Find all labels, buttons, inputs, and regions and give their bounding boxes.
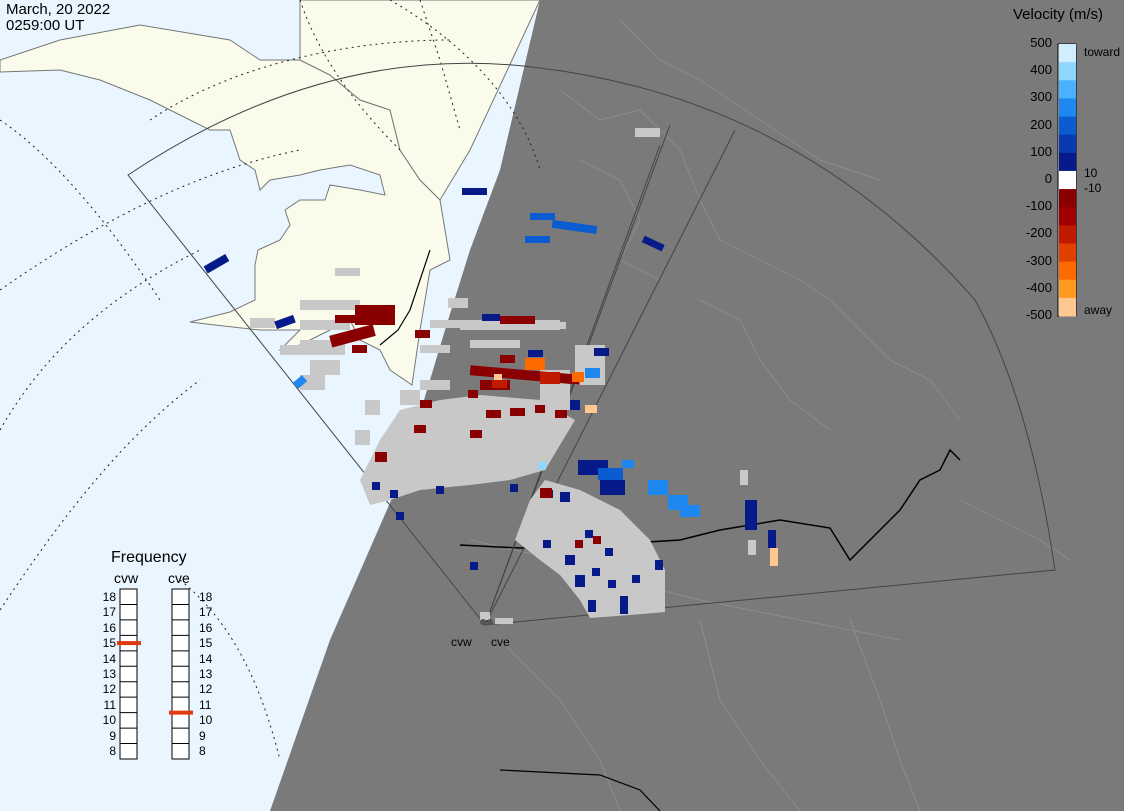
radar-site-cve xyxy=(487,619,493,625)
colorbar-cell xyxy=(1059,261,1076,281)
frequency-scale-label-cvw: 17 xyxy=(102,605,116,620)
velocity-cells-navy xyxy=(203,188,776,614)
frequency-gauge-ticks xyxy=(120,603,189,745)
velocity-cells-lightblue xyxy=(292,368,700,517)
graticule xyxy=(0,0,541,761)
colorbar-tick-label: 0 xyxy=(1044,171,1052,186)
colorbar-inner-label-neg: -10 xyxy=(1084,181,1102,195)
velocity-colorbar-cells xyxy=(1059,44,1076,317)
colorbar-tick-label: -300 xyxy=(1025,252,1052,268)
frequency-title: Frequency xyxy=(111,549,187,566)
velocity-cells-blue xyxy=(525,213,623,480)
frequency-scale-label-cvw: 12 xyxy=(102,682,116,697)
colorbar-tick-label: -100 xyxy=(1025,198,1052,214)
colorbar-cell xyxy=(1059,243,1076,263)
colorbar-tick-label: 100 xyxy=(1030,143,1052,159)
colorbar-cell xyxy=(1059,116,1076,136)
frequency-scale-label-cve: 11 xyxy=(199,697,212,712)
frequency-scale-label-cve: 17 xyxy=(199,605,213,620)
ground-scatter-band-west xyxy=(360,395,575,505)
colorbar-title: Velocity (m/s) xyxy=(1013,6,1104,23)
frequency-scale-label-cve: 9 xyxy=(199,728,206,743)
frequency-scale-label-cvw: 8 xyxy=(109,744,116,759)
colorbar-cell xyxy=(1059,98,1076,118)
frequency-scale-label-cve: 13 xyxy=(199,667,213,681)
ground-scatter-cells xyxy=(250,128,756,624)
velocity-cells-paleblue xyxy=(538,462,546,470)
radar-site-cvw xyxy=(480,619,486,625)
colorbar-tick-label: -400 xyxy=(1025,279,1052,295)
colorbar-tick-label: -500 xyxy=(1025,307,1052,322)
colorbar-away-label: away xyxy=(1084,303,1113,317)
colorbar-cell xyxy=(1059,62,1076,81)
colorbar-cell xyxy=(1059,297,1076,317)
colorbar-cell xyxy=(1059,189,1076,208)
frequency-scale-label-cvw: 15 xyxy=(102,636,116,651)
us-mexico-border xyxy=(499,769,661,811)
colorbar-cell xyxy=(1059,225,1076,244)
frequency-marker-cve xyxy=(169,710,193,715)
frequency-scale-label-cvw: 10 xyxy=(102,713,116,728)
frequency-scale-label-cve: 10 xyxy=(199,713,213,728)
colorbar-cell xyxy=(1059,80,1076,99)
radar-label-cvw: cvw xyxy=(451,635,472,649)
frequency-scale-label-cvw: 9 xyxy=(109,728,116,743)
frequency-scale-label-cve: 8 xyxy=(199,744,206,759)
frequency-radar-cvw-label: cvw xyxy=(114,570,139,586)
date-label: March, 20 2022 xyxy=(6,1,111,18)
time-label: 0259:00 UT xyxy=(6,17,85,34)
frequency-marker-cvw xyxy=(117,641,141,646)
frequency-scale-label-cvw: 18 xyxy=(102,589,116,604)
colorbar-inner-label-pos: 10 xyxy=(1084,166,1098,180)
radar-label-cve: cve xyxy=(491,635,510,649)
colorbar-cell xyxy=(1059,279,1076,299)
colorbar-cell xyxy=(1059,134,1076,154)
colorbar-cell xyxy=(1059,44,1076,63)
colorbar-cell xyxy=(1059,170,1076,190)
velocity-cells-peach xyxy=(494,374,778,566)
frequency-radar-cve-label: cve xyxy=(168,570,190,586)
velocity-cells-red xyxy=(492,372,560,388)
colorbar-tick-label: 200 xyxy=(1030,116,1052,132)
frequency-scale-label-cve: 16 xyxy=(199,620,213,635)
ground-scatter-band-east xyxy=(515,480,665,618)
frequency-scale-label-cvw: 11 xyxy=(103,697,116,712)
frequency-scale-label-cvw: 16 xyxy=(102,620,116,635)
frequency-scale-label-cvw: 13 xyxy=(102,667,116,681)
frequency-scale-label-cve: 14 xyxy=(199,651,213,666)
colorbar-cell xyxy=(1059,207,1076,226)
colorbar-cell xyxy=(1059,152,1076,172)
colorbar-tick-label: 300 xyxy=(1030,89,1052,105)
frequency-scale-label-cve: 12 xyxy=(199,682,213,697)
colorbar-toward-label: toward xyxy=(1084,45,1121,59)
colorbar-tick-label: 500 xyxy=(1030,35,1052,50)
frequency-scale-label-cve: 15 xyxy=(199,636,213,651)
night-terminator-shade xyxy=(270,0,1124,811)
alaska-canada-border xyxy=(379,249,431,346)
colorbar-tick-label: 400 xyxy=(1030,62,1052,78)
frequency-scale-label-cve: 18 xyxy=(199,589,213,604)
frequency-gauge-cvw xyxy=(119,588,138,760)
colorbar-tick-label: -200 xyxy=(1025,225,1052,241)
velocity-cells-orange xyxy=(525,358,584,382)
frequency-scale-label-cvw: 14 xyxy=(102,651,116,666)
frequency-gauge-cve xyxy=(171,588,190,760)
